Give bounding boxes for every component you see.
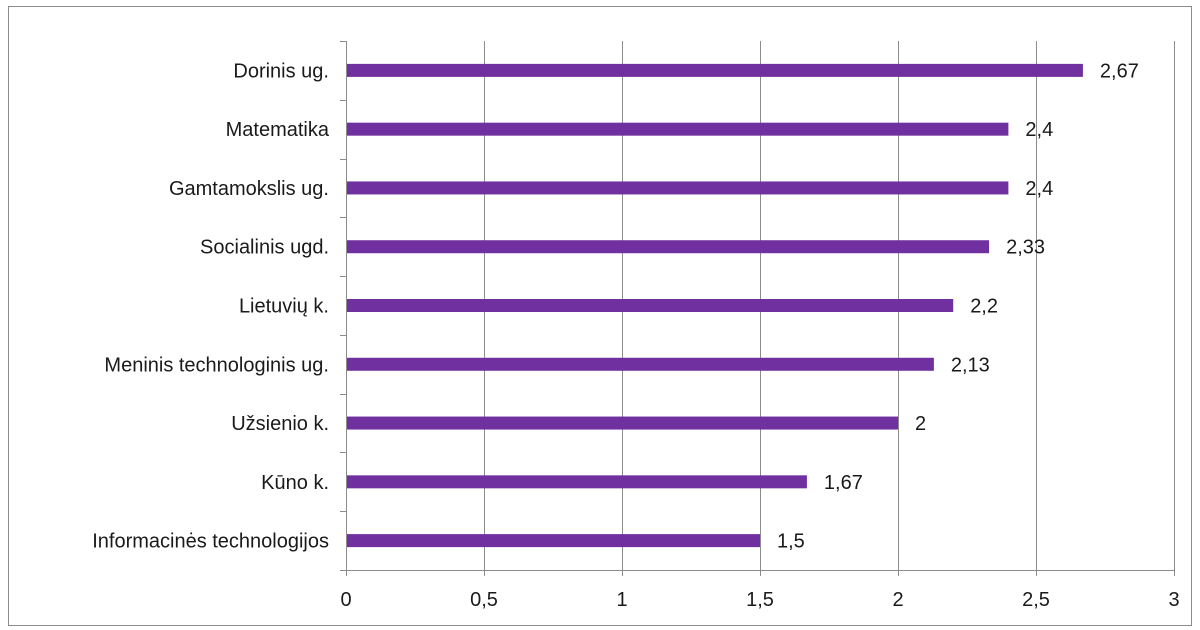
bar: [347, 181, 1009, 195]
category-label: Gamtamokslis ug.: [169, 178, 329, 200]
category-label: Kūno k.: [261, 472, 329, 494]
data-label: 2,67: [1100, 60, 1139, 82]
x-tick-label: 1: [616, 589, 627, 611]
bar: [347, 475, 807, 489]
x-tick-label: 0,5: [470, 589, 498, 611]
bar: [347, 299, 954, 312]
x-tick-label: 2,5: [1022, 589, 1050, 611]
bar: [347, 240, 990, 254]
x-tick-label: 0: [340, 589, 351, 611]
x-tick-label: 3: [1168, 589, 1179, 611]
chart-frame: 0 0,5 1 1,5 2 2,5 3 Dorinis ug. 2,67 Matematika 2,…: [8, 6, 1192, 626]
category-label: Užsienio k.: [231, 413, 329, 435]
bar: [347, 534, 760, 548]
data-label: 2,4: [1025, 178, 1053, 200]
category-label: Socialinis ugd.: [200, 237, 329, 259]
bars: [347, 63, 1083, 548]
category-label: Informacinės technologijos: [92, 531, 329, 553]
data-label: 1,67: [824, 472, 863, 494]
category-label: Matematika: [226, 119, 330, 141]
bar: [347, 63, 1083, 77]
bar-chart: 0 0,5 1 1,5 2 2,5 3 Dorinis ug. 2,67 Matematika 2,…: [92, 41, 1180, 611]
bar: [347, 122, 1009, 136]
category-label: Dorinis ug.: [233, 60, 329, 82]
data-label: 2: [915, 413, 926, 435]
category-label: Lietuvių k.: [239, 296, 329, 318]
x-tick-label: 2: [892, 589, 903, 611]
bar: [347, 416, 898, 430]
labels: 0 0,5 1 1,5 2 2,5 3 Dorinis ug. 2,67 Matematika 2,…: [92, 60, 1179, 611]
data-label: 1,5: [777, 531, 805, 553]
x-tick-label: 1,5: [746, 589, 774, 611]
data-label: 2,2: [970, 296, 998, 318]
data-label: 2,4: [1025, 119, 1053, 141]
axes: [340, 41, 1175, 576]
data-label: 2,33: [1006, 237, 1045, 259]
bar: [347, 357, 934, 371]
data-label: 2,13: [951, 354, 990, 376]
category-label: Meninis technologinis ug.: [104, 354, 329, 376]
